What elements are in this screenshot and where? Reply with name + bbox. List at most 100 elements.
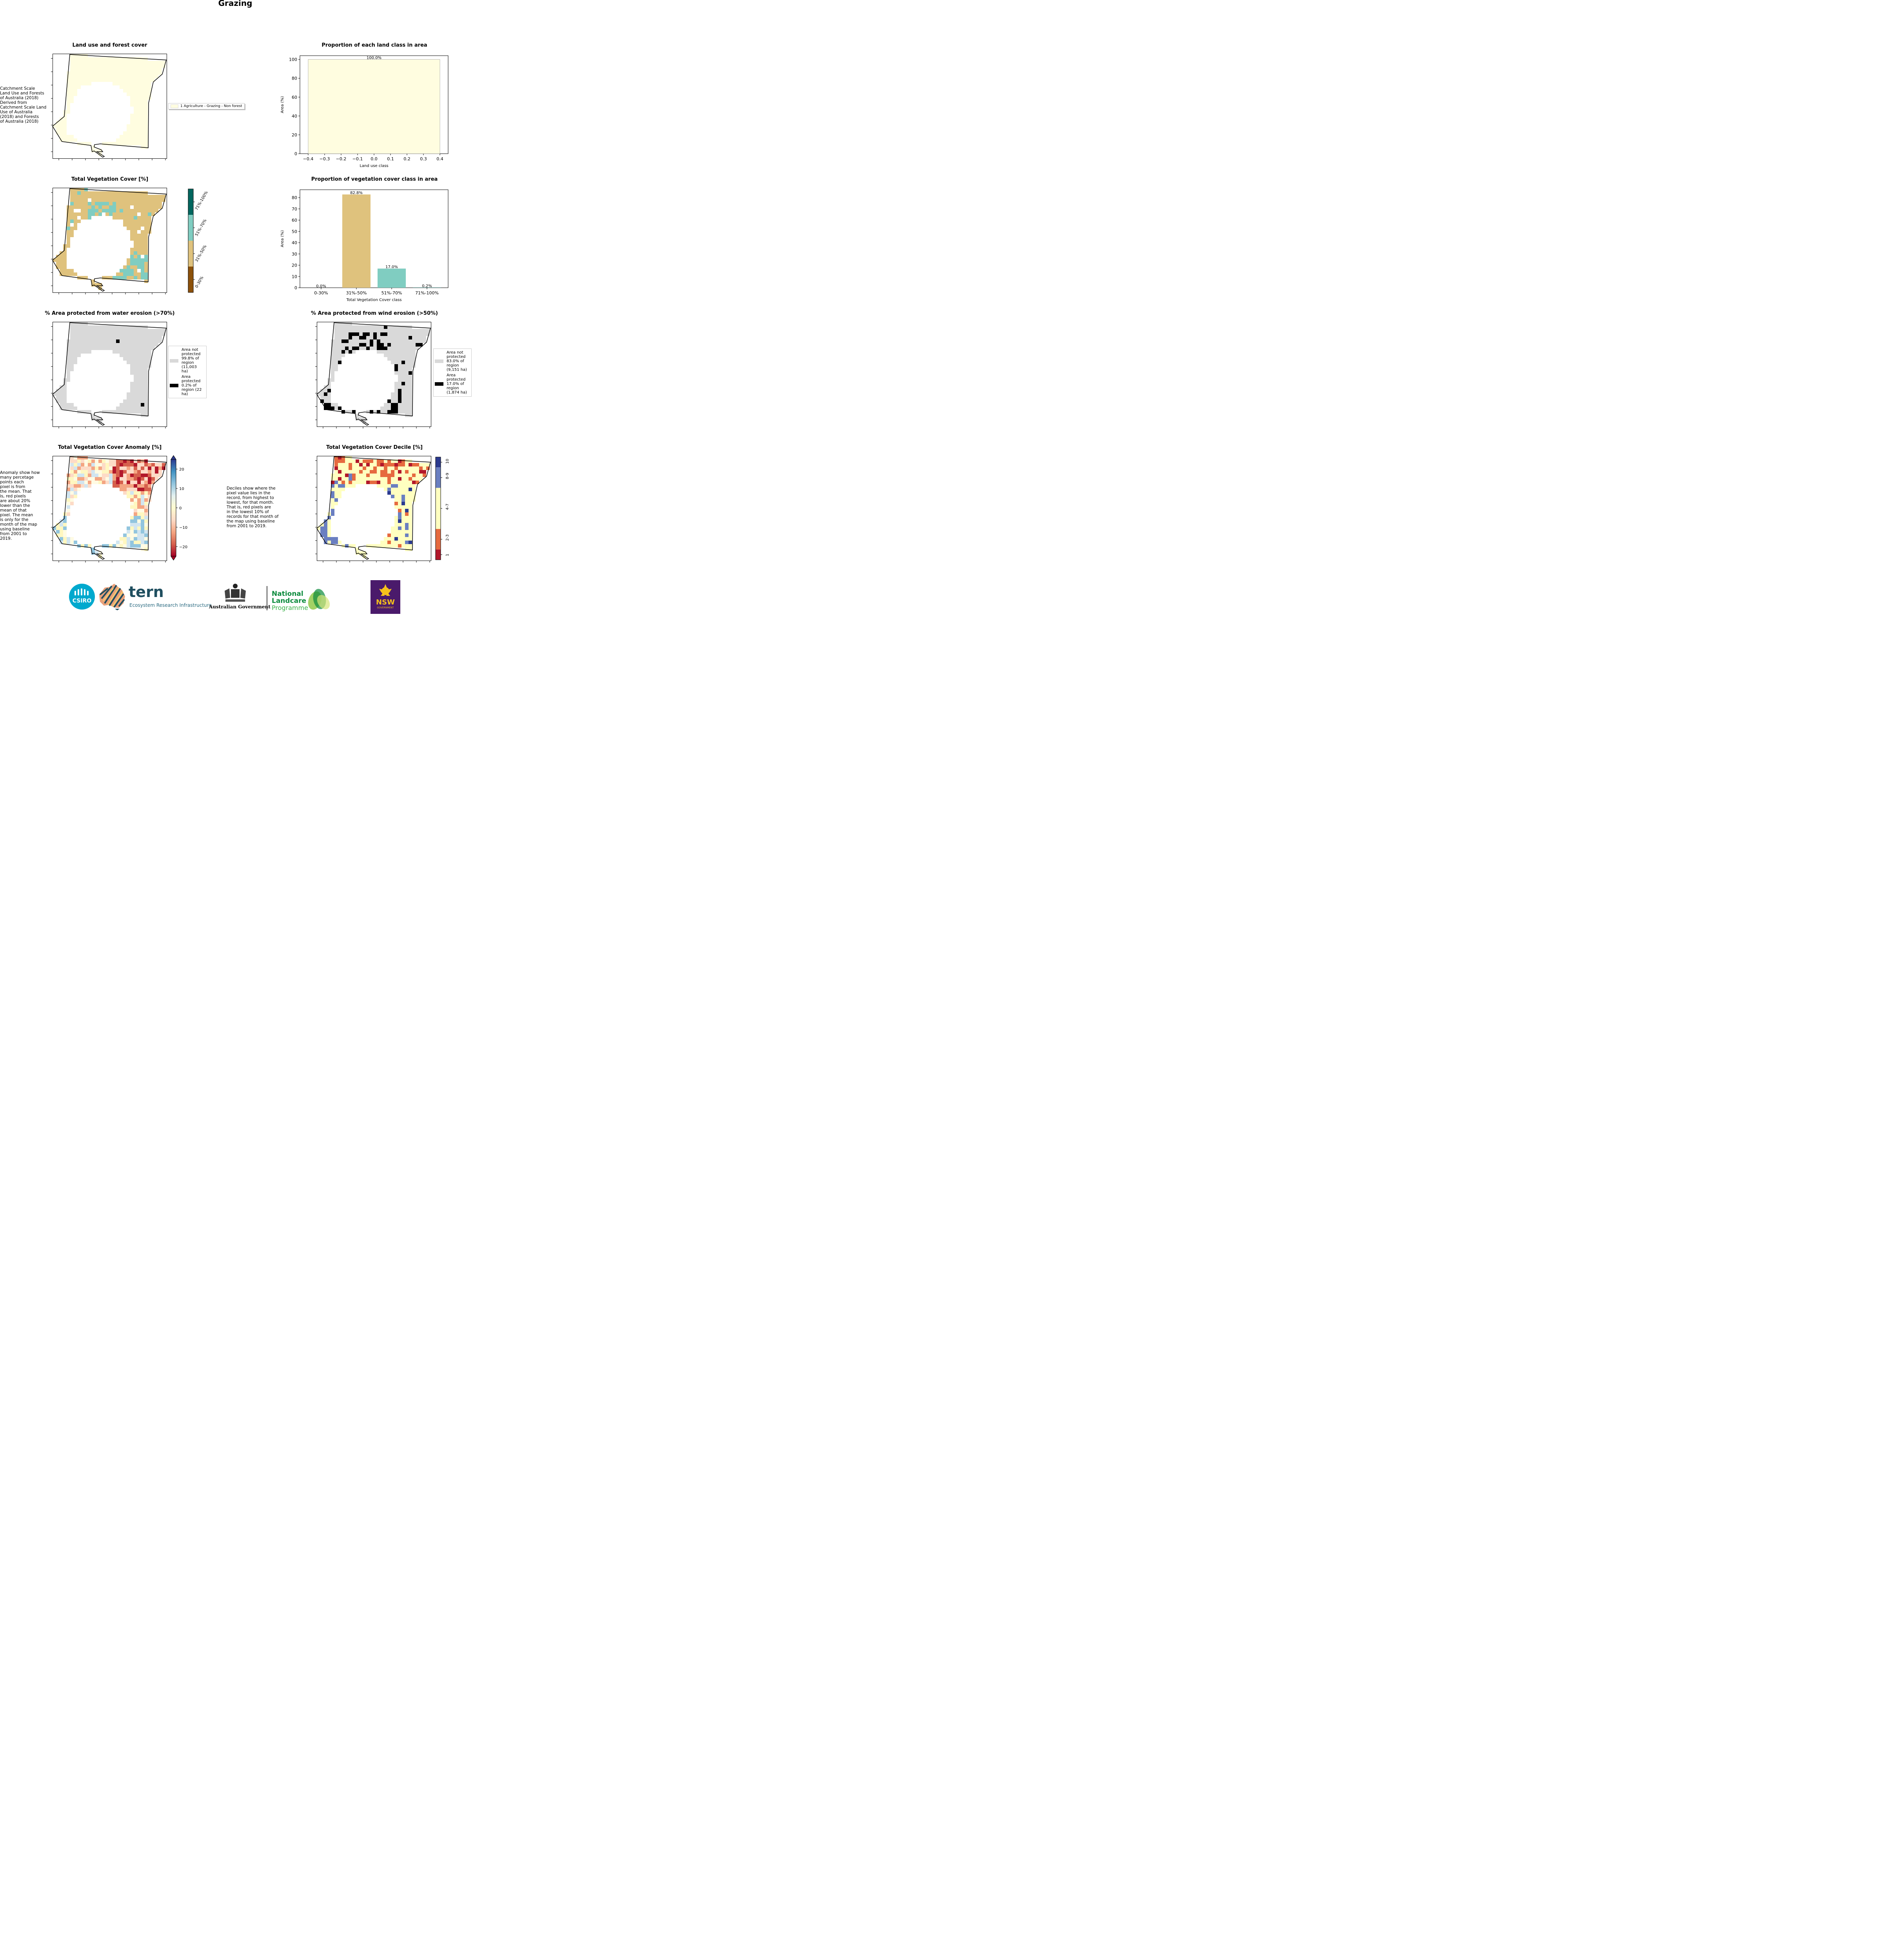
map-pixel bbox=[127, 477, 130, 481]
map-pixel bbox=[144, 516, 148, 519]
map-pixel bbox=[398, 329, 401, 332]
map-pixel bbox=[137, 544, 141, 548]
map-pixel bbox=[155, 477, 158, 481]
map-pixel bbox=[137, 354, 141, 357]
map-pixel bbox=[84, 64, 88, 68]
map-pixel bbox=[384, 470, 387, 474]
map-pixel bbox=[394, 466, 398, 470]
map-pixel bbox=[137, 343, 141, 347]
map-pixel bbox=[130, 474, 134, 477]
map-pixel bbox=[334, 347, 338, 350]
water-erosion-map bbox=[51, 322, 167, 428]
map-pixel bbox=[127, 537, 130, 541]
map-pixel bbox=[141, 332, 144, 336]
map-pixel bbox=[134, 128, 137, 131]
map-pixel bbox=[331, 495, 334, 498]
map-pixel bbox=[70, 202, 74, 205]
map-pixel bbox=[81, 276, 84, 279]
map-pixel bbox=[134, 488, 137, 491]
map-pixel bbox=[74, 68, 77, 71]
map-pixel bbox=[134, 378, 137, 382]
map-pixel bbox=[338, 463, 341, 466]
map-pixel bbox=[401, 378, 405, 382]
map-pixel bbox=[137, 89, 141, 93]
map-pixel bbox=[63, 117, 67, 121]
map-pixel bbox=[134, 216, 137, 220]
map-pixel bbox=[74, 138, 77, 142]
map-pixel bbox=[141, 509, 144, 512]
map-pixel bbox=[70, 89, 74, 93]
map-pixel bbox=[401, 385, 405, 389]
map-pixel bbox=[151, 466, 155, 470]
map-pixel bbox=[109, 459, 113, 463]
map-pixel bbox=[130, 237, 134, 241]
map-pixel bbox=[148, 220, 151, 223]
map-pixel bbox=[70, 272, 74, 276]
map-pixel bbox=[141, 523, 144, 526]
map-pixel bbox=[88, 202, 91, 205]
map-pixel bbox=[391, 396, 394, 399]
map-pixel bbox=[405, 332, 409, 336]
map-pixel bbox=[113, 191, 116, 195]
map-pixel bbox=[98, 152, 102, 156]
map-pixel bbox=[338, 329, 341, 332]
map-pixel bbox=[338, 354, 341, 357]
map-pixel bbox=[141, 403, 144, 407]
map-pixel bbox=[394, 368, 398, 371]
bar-label: 82.8% bbox=[350, 191, 363, 195]
map-pixel bbox=[370, 336, 373, 339]
map-pixel bbox=[141, 495, 144, 498]
nlp-line-1: National bbox=[272, 590, 303, 598]
map-pixel bbox=[137, 262, 141, 265]
map-pixel bbox=[144, 71, 148, 75]
tvc-colorbar: 71%-100%51%-70%31%-50%0-30% bbox=[188, 189, 209, 293]
map-pixel bbox=[134, 407, 137, 410]
map-pixel bbox=[401, 396, 405, 399]
map-pixel bbox=[398, 530, 401, 534]
map-pixel bbox=[151, 198, 155, 202]
map-pixel bbox=[70, 93, 74, 96]
map-pixel bbox=[394, 339, 398, 343]
map-pixel bbox=[141, 407, 144, 410]
map-pixel bbox=[130, 523, 134, 526]
map-pixel bbox=[412, 343, 416, 347]
map-pixel bbox=[419, 336, 423, 339]
map-pixel bbox=[116, 78, 120, 82]
map-pixel bbox=[116, 350, 120, 354]
map-pixel bbox=[137, 509, 141, 512]
map-pixel bbox=[144, 512, 148, 516]
map-pixel bbox=[120, 474, 123, 477]
map-pixel bbox=[102, 325, 105, 329]
map-pixel bbox=[366, 481, 370, 484]
map-pixel bbox=[331, 357, 334, 361]
map-pixel bbox=[401, 466, 405, 470]
map-pixel bbox=[123, 202, 127, 205]
map-pixel bbox=[98, 332, 102, 336]
map-pixel bbox=[148, 491, 151, 495]
map-pixel bbox=[144, 124, 148, 128]
map-pixel bbox=[341, 484, 345, 488]
map-pixel bbox=[67, 237, 70, 241]
map-pixel bbox=[81, 343, 84, 347]
map-pixel bbox=[84, 343, 88, 347]
catchment-boundary bbox=[316, 456, 431, 560]
map-pixel bbox=[120, 484, 123, 488]
map-pixel bbox=[102, 75, 105, 78]
map-pixel bbox=[416, 474, 419, 477]
map-pixel bbox=[409, 509, 412, 512]
map-pixel bbox=[141, 135, 144, 138]
map-pixel bbox=[334, 456, 338, 459]
map-pixel bbox=[67, 244, 70, 248]
map-pixel bbox=[81, 68, 84, 71]
map-pixel bbox=[60, 131, 63, 135]
anomaly-title: Total Vegetation Cover Anomaly [%] bbox=[58, 445, 162, 450]
map-pixel bbox=[81, 195, 84, 198]
map-pixel bbox=[127, 57, 130, 61]
map-pixel bbox=[130, 382, 134, 385]
map-pixel bbox=[401, 530, 405, 534]
map-pixel bbox=[63, 396, 67, 399]
map-pixel bbox=[334, 361, 338, 364]
map-pixel bbox=[123, 57, 127, 61]
map-pixel bbox=[134, 96, 137, 100]
map-pixel bbox=[398, 410, 401, 414]
